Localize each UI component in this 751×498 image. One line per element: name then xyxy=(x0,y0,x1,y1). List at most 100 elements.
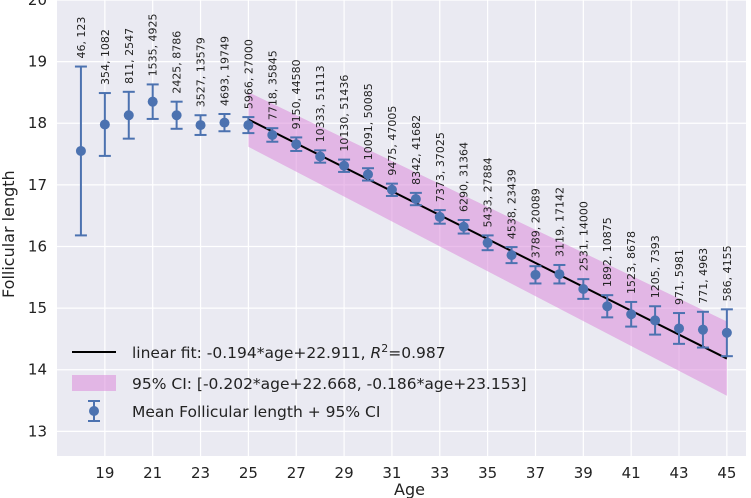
legend-fit-r2-sup: 2 xyxy=(381,342,388,355)
point-annotation: 7718, 35845 xyxy=(266,50,279,120)
legend-label-mean: Mean Follicular length + 95% CI xyxy=(132,403,380,421)
x-tick-label: 21 xyxy=(143,464,162,482)
data-point xyxy=(171,110,182,121)
data-point xyxy=(697,324,708,335)
legend-label-fit: linear fit: -0.194*age+22.911, R2=0.987 xyxy=(132,342,446,363)
y-tick-label: 16 xyxy=(28,237,47,255)
point-annotation: 1892, 10875 xyxy=(601,217,614,287)
legend-label-ci: 95% CI: [-0.202*age+22.668, -0.186*age+2… xyxy=(132,375,527,393)
point-annotation: 771, 4963 xyxy=(697,248,710,304)
y-tick-label: 19 xyxy=(28,53,47,71)
data-point xyxy=(721,327,732,338)
data-point xyxy=(195,120,206,131)
legend-fit-pre: linear fit: -0.194*age+22.911, xyxy=(132,344,370,362)
data-point xyxy=(243,120,254,131)
x-tick-label: 35 xyxy=(478,464,497,482)
data-point xyxy=(75,145,86,156)
data-point xyxy=(147,96,158,107)
data-point xyxy=(386,184,397,195)
data-point xyxy=(291,139,302,150)
point-annotation: 10091, 50085 xyxy=(362,83,375,160)
data-point xyxy=(554,269,565,280)
point-annotation: 5433, 27884 xyxy=(482,157,495,227)
point-annotation: 6290, 31364 xyxy=(458,142,471,212)
x-tick-label: 39 xyxy=(574,464,593,482)
x-tick-label: 37 xyxy=(526,464,545,482)
point-annotation: 2531, 14000 xyxy=(577,201,590,271)
data-point xyxy=(315,151,326,162)
data-point xyxy=(123,110,134,121)
legend-item-mean: Mean Follicular length + 95% CI xyxy=(88,400,380,422)
point-annotation: 354, 1082 xyxy=(99,29,112,85)
point-annotation: 10333, 51113 xyxy=(314,65,327,142)
point-annotation: 10130, 51436 xyxy=(338,75,351,152)
data-point xyxy=(530,269,541,280)
legend-item-ci: 95% CI: [-0.202*age+22.668, -0.186*age+2… xyxy=(72,375,527,393)
y-tick-label: 20 xyxy=(28,0,47,9)
data-point xyxy=(267,129,278,140)
y-tick-label: 13 xyxy=(28,422,47,440)
point-annotation: 4538, 23439 xyxy=(506,169,519,239)
point-annotation: 1535, 4925 xyxy=(147,13,160,76)
data-point xyxy=(674,323,685,334)
y-tick-label: 18 xyxy=(28,114,47,132)
data-point xyxy=(482,237,493,248)
legend-fit-post: =0.987 xyxy=(388,344,445,362)
point-annotation: 1523, 8678 xyxy=(625,231,638,294)
x-axis-label: Age xyxy=(394,480,425,498)
point-annotation: 8342, 41682 xyxy=(410,115,423,185)
legend-fit-r2-base: R xyxy=(370,344,381,362)
y-tick-label: 15 xyxy=(28,299,47,317)
x-tick-label: 31 xyxy=(382,464,401,482)
x-tick-label: 23 xyxy=(191,464,210,482)
data-point xyxy=(506,250,517,261)
point-annotation: 811, 2547 xyxy=(123,28,136,84)
data-point xyxy=(219,117,230,128)
point-annotation: 586, 4155 xyxy=(721,245,734,301)
data-point xyxy=(626,309,637,320)
x-tick-label: 27 xyxy=(287,464,306,482)
legend-band-swatch xyxy=(72,375,116,391)
legend-errorbar-marker xyxy=(89,406,99,416)
data-point xyxy=(458,221,469,232)
data-point xyxy=(339,160,350,171)
data-point xyxy=(578,284,589,295)
point-annotation: 3527, 13579 xyxy=(195,37,208,107)
legend-errorbar-swatch xyxy=(88,400,100,422)
point-annotation: 3119, 17142 xyxy=(553,187,566,257)
point-annotation: 4693, 19749 xyxy=(218,36,231,106)
data-point xyxy=(602,301,613,312)
y-tick-label: 14 xyxy=(28,361,47,379)
y-tick-label: 17 xyxy=(28,176,47,194)
legend-item-fit: linear fit: -0.194*age+22.911, R2=0.987 xyxy=(72,342,446,363)
point-annotation: 3789, 20089 xyxy=(529,188,542,258)
point-annotation: 2425, 8786 xyxy=(171,31,184,94)
point-annotation: 5966, 27000 xyxy=(242,39,255,109)
x-tick-label: 41 xyxy=(622,464,641,482)
grid xyxy=(57,0,746,456)
data-point xyxy=(99,119,110,130)
data-point xyxy=(410,194,421,205)
point-annotation: 46, 123 xyxy=(75,17,88,59)
x-tick-label: 43 xyxy=(669,464,688,482)
data-point xyxy=(363,169,374,180)
x-tick-label: 45 xyxy=(717,464,736,482)
y-tick-labels: 13 14 15 16 17 18 19 20 xyxy=(28,0,47,440)
data-point xyxy=(434,211,445,222)
point-annotation: 7373, 37025 xyxy=(434,132,447,202)
data-points xyxy=(75,96,732,338)
y-axis-label: Follicular length xyxy=(0,170,18,298)
x-tick-labels: 19 21 23 25 27 29 31 33 35 37 39 41 43 45 xyxy=(95,464,736,482)
point-annotation: 9150, 44580 xyxy=(290,59,303,129)
x-tick-label: 33 xyxy=(430,464,449,482)
point-annotation: 971, 5981 xyxy=(673,249,686,305)
legend: linear fit: -0.194*age+22.911, R2=0.987 … xyxy=(72,342,527,422)
point-annotations: 46, 123 354, 1082 811, 2547 1535, 4925 2425,… xyxy=(75,13,734,305)
x-tick-label: 25 xyxy=(239,464,258,482)
point-annotation: 9475, 47005 xyxy=(386,106,399,176)
data-point xyxy=(650,315,661,326)
point-annotation: 1205, 7393 xyxy=(649,235,662,298)
x-tick-label: 19 xyxy=(95,464,114,482)
x-tick-label: 29 xyxy=(335,464,354,482)
